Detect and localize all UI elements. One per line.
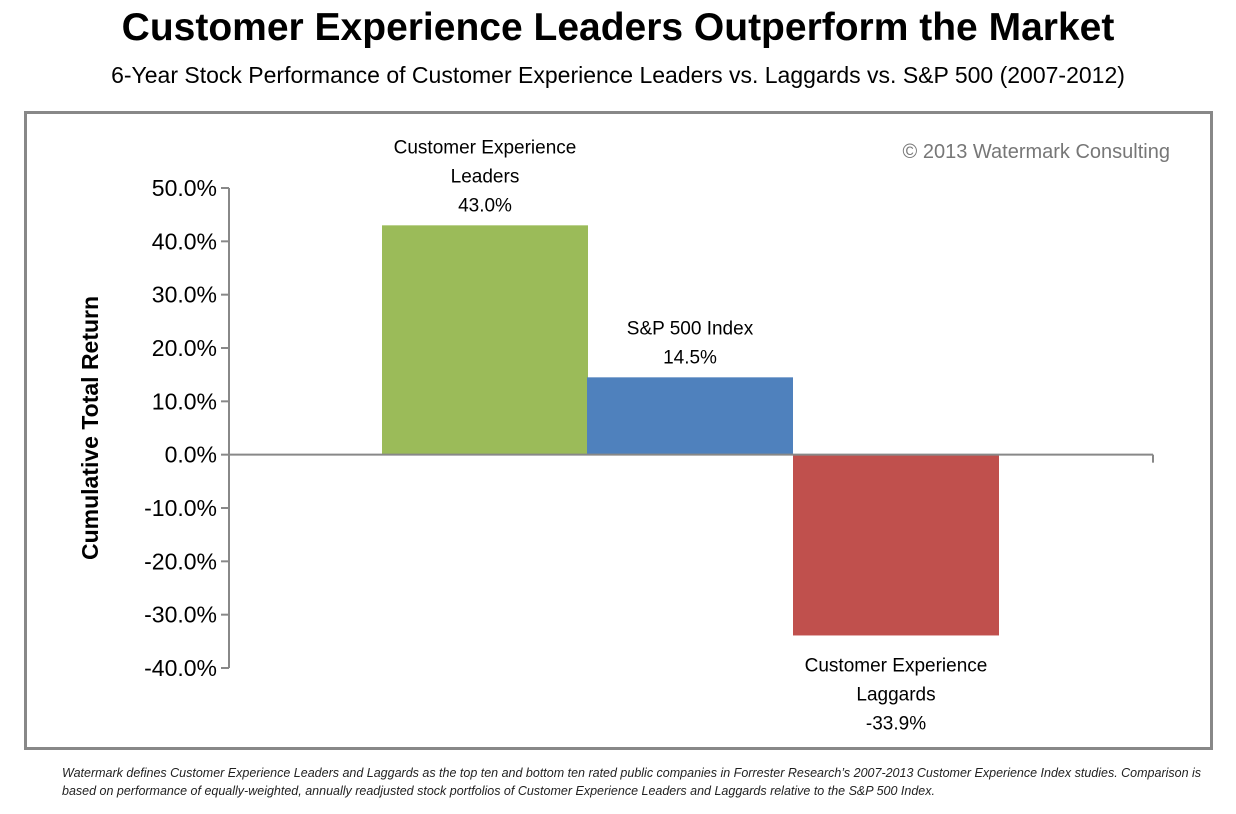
y-tick-label: -10.0% bbox=[144, 495, 217, 521]
data-label: 43.0% bbox=[458, 195, 512, 216]
y-tick-label: 50.0% bbox=[152, 175, 217, 201]
category-label: Customer Experience bbox=[394, 137, 577, 158]
data-label: -33.9% bbox=[866, 713, 926, 734]
category-label: Laggards bbox=[856, 684, 935, 705]
bar bbox=[382, 225, 588, 455]
y-tick-label: 20.0% bbox=[152, 335, 217, 361]
category-label: Leaders bbox=[451, 166, 520, 187]
bar bbox=[587, 377, 793, 455]
y-tick-label: 0.0% bbox=[165, 442, 217, 468]
y-tick-label: 10.0% bbox=[152, 388, 217, 414]
category-label: Customer Experience bbox=[805, 655, 988, 676]
category-label: S&P 500 Index bbox=[627, 318, 754, 339]
chart-subtitle: 6-Year Stock Performance of Customer Exp… bbox=[111, 62, 1125, 88]
y-tick-label: -40.0% bbox=[144, 655, 217, 681]
y-axis-label: Cumulative Total Return bbox=[77, 296, 103, 560]
plot-frame bbox=[24, 111, 1213, 750]
bar bbox=[793, 454, 999, 636]
data-label: 14.5% bbox=[663, 347, 717, 368]
y-tick-label: 30.0% bbox=[152, 282, 217, 308]
watermark-text: © 2013 Watermark Consulting bbox=[903, 141, 1170, 163]
y-tick-label: -20.0% bbox=[144, 548, 217, 574]
chart-title: Customer Experience Leaders Outperform t… bbox=[121, 6, 1115, 49]
y-tick-label: -30.0% bbox=[144, 602, 217, 628]
y-tick-label: 40.0% bbox=[152, 228, 217, 254]
footnote: Watermark defines Customer Experience Le… bbox=[62, 766, 1202, 798]
